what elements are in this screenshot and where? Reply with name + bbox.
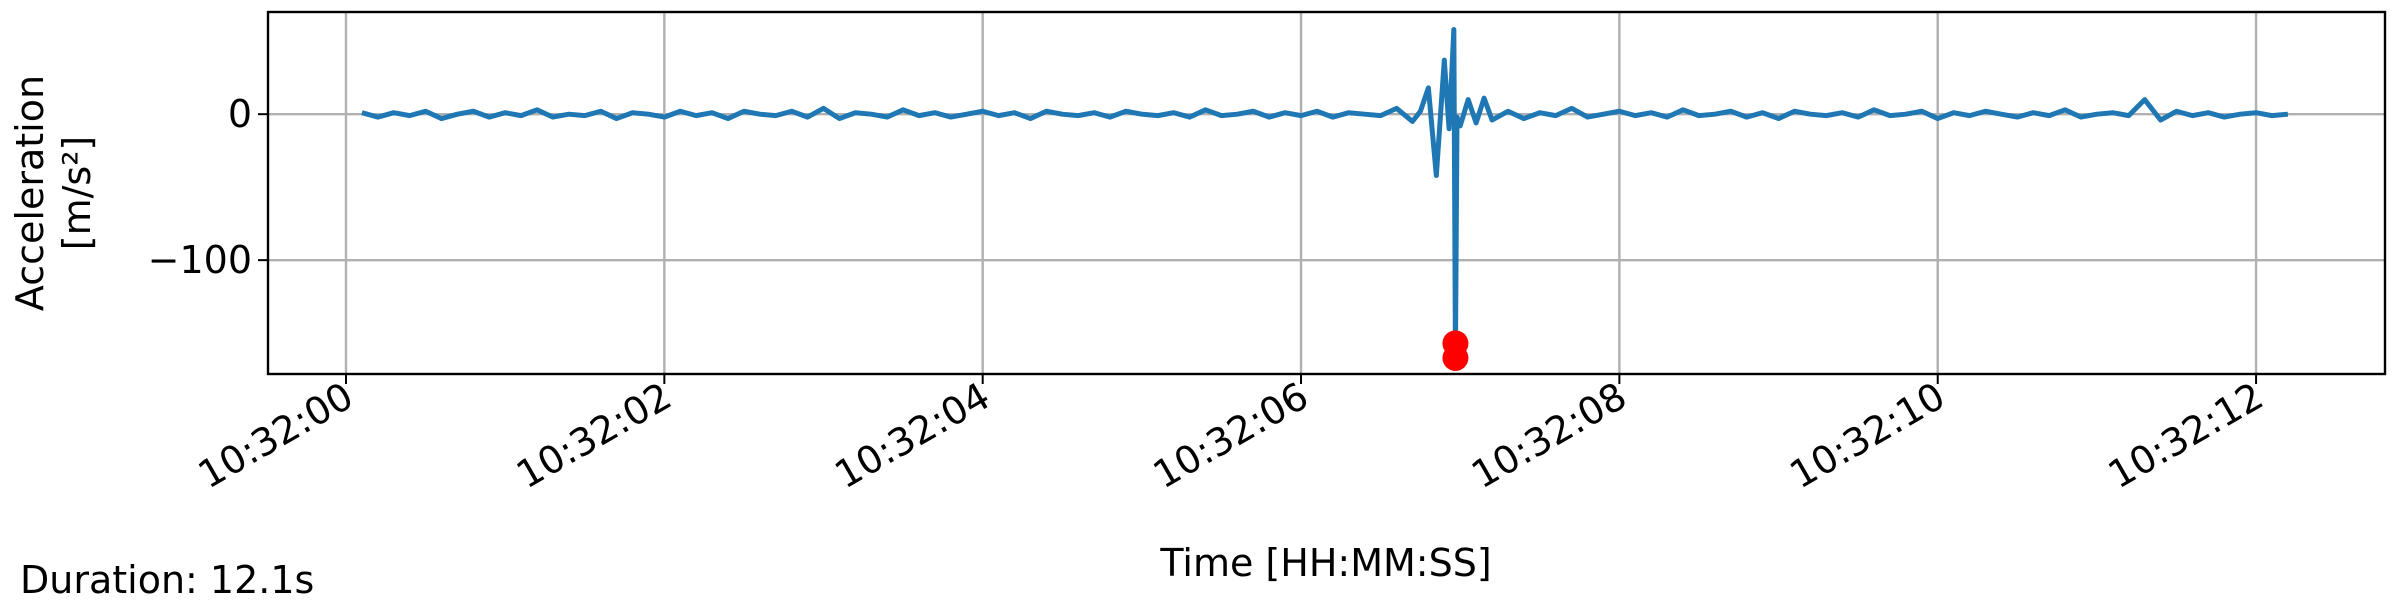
x-axis-label: Time [HH:MM:SS] xyxy=(1159,541,1491,585)
y-tick-label: 0 xyxy=(228,92,252,136)
data-line xyxy=(361,27,2289,358)
plot-frame xyxy=(266,10,2387,376)
x-tick-label: 10:32:02 xyxy=(509,374,679,497)
marker xyxy=(1442,344,1469,371)
y-tick-label: −100 xyxy=(148,238,252,282)
duration-annotation: Duration: 12.1s xyxy=(20,558,314,600)
x-tick-label: 10:32:10 xyxy=(1782,374,1952,497)
x-tick-label: 10:32:12 xyxy=(2101,374,2271,497)
y-axis-label: [m/s²] xyxy=(55,136,99,251)
x-tick-label: 10:32:04 xyxy=(827,374,997,497)
y-axis-label: Acceleration xyxy=(8,75,52,311)
x-tick-label: 10:32:08 xyxy=(1464,374,1634,497)
x-tick-label: 10:32:06 xyxy=(1146,374,1316,497)
x-tick-label: 10:32:00 xyxy=(191,374,361,497)
